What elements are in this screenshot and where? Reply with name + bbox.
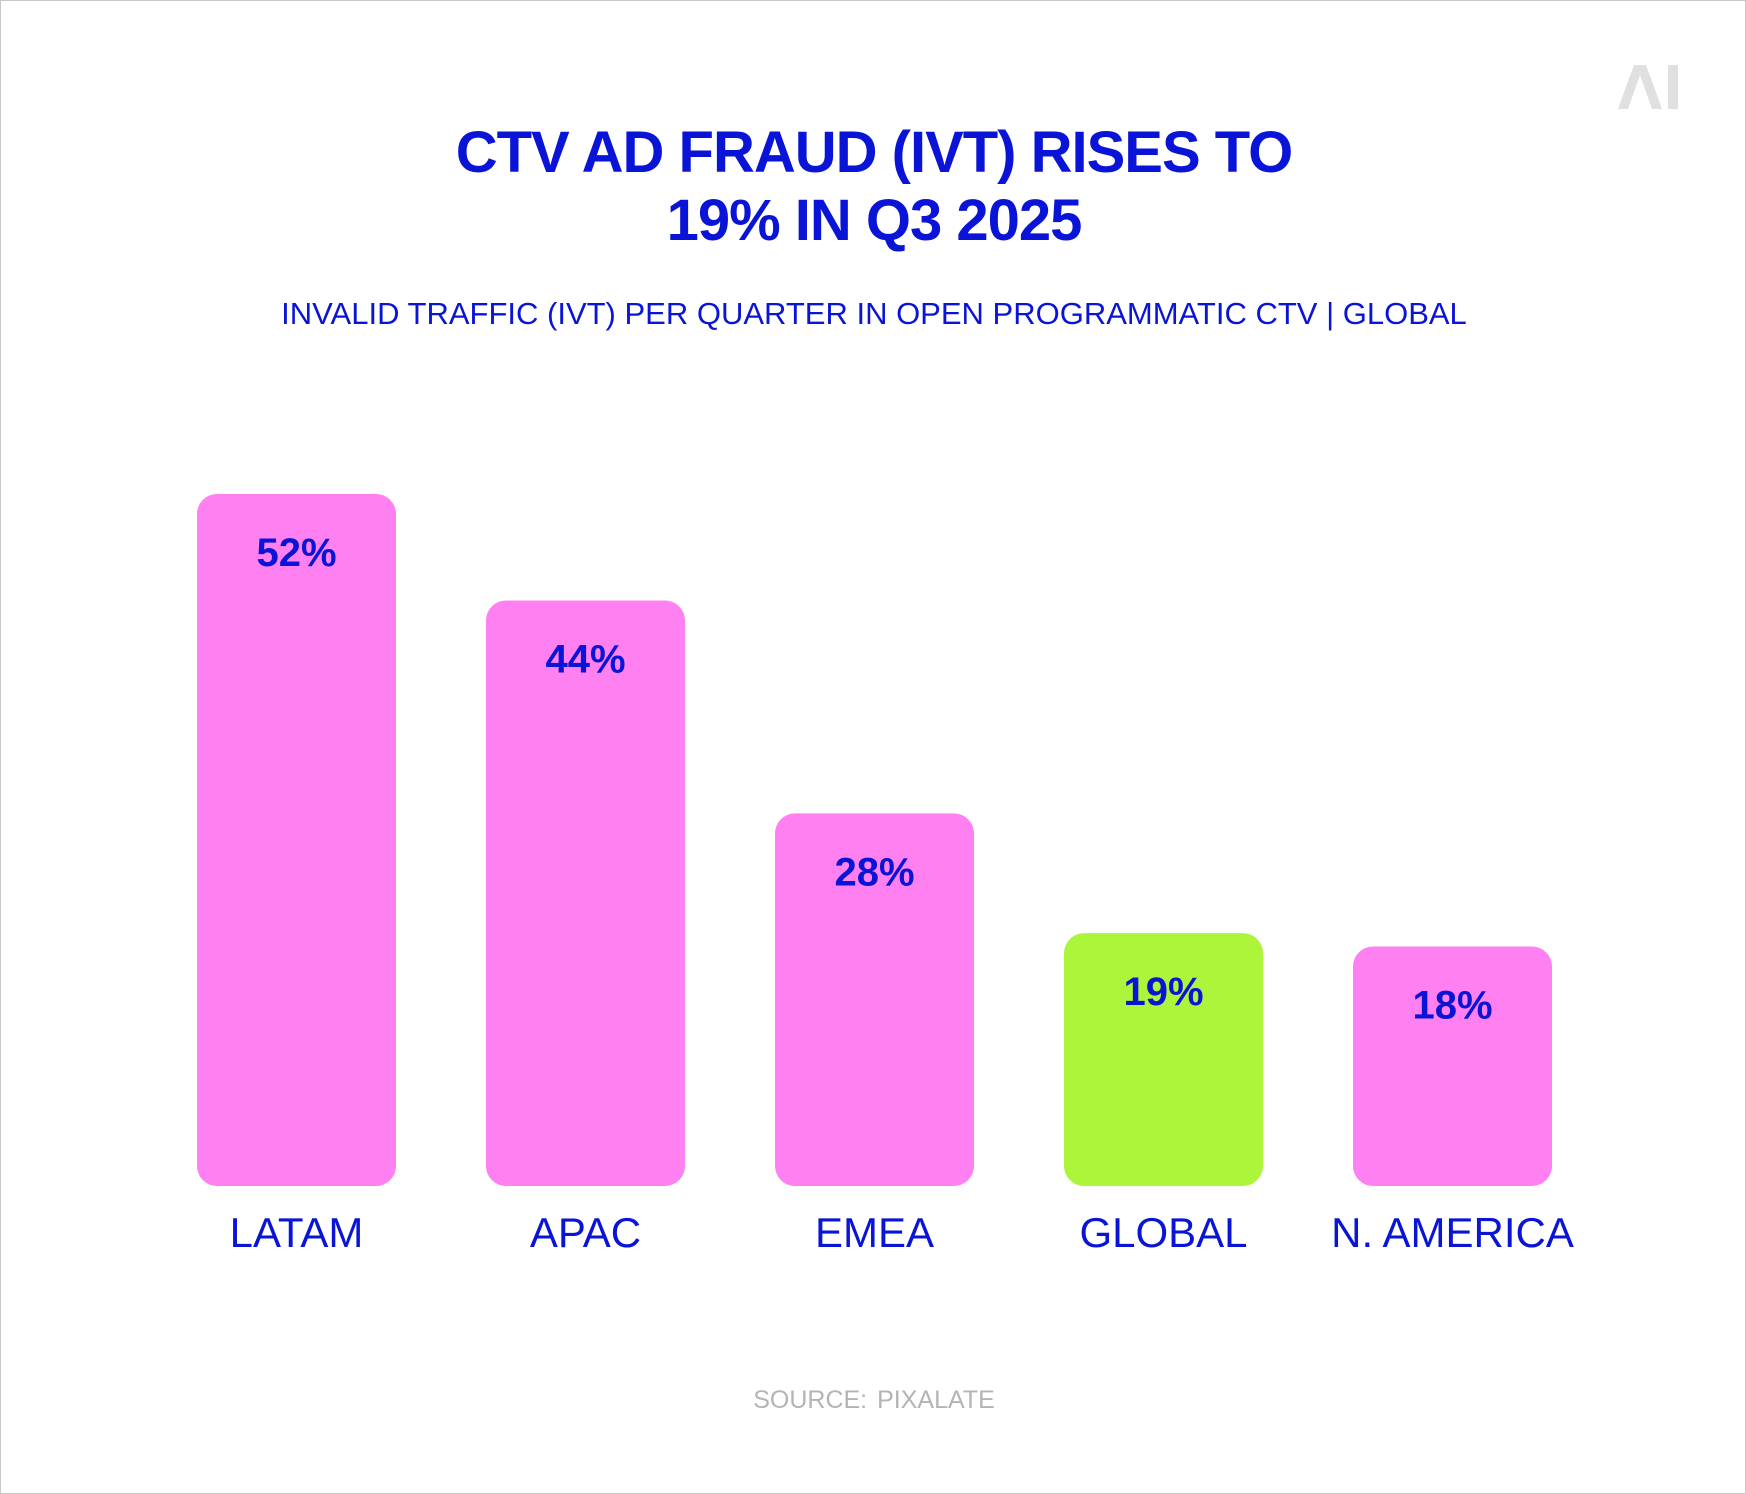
value-label-emea: 28% (834, 850, 914, 894)
chart-title: CTV AD FRAUD (IVT) RISES TO 19% IN Q3 20… (1, 119, 1746, 255)
source-name: PIXALATE (877, 1386, 995, 1414)
chart-subtitle: INVALID TRAFFIC (IVT) PER QUARTER IN OPE… (281, 296, 1467, 331)
bar-emea (775, 813, 974, 1186)
bar-apac (486, 600, 685, 1186)
title-line-1: CTV AD FRAUD (IVT) RISES TO (455, 120, 1294, 185)
category-label-apac: APAC (530, 1209, 641, 1256)
logo-letter-a (1618, 65, 1662, 109)
bar-n-america (1353, 946, 1552, 1186)
logo-letter-i (1668, 65, 1678, 109)
value-label-n-america: 18% (1412, 983, 1492, 1027)
source-label: SOURCE: (753, 1386, 868, 1414)
title-line-2: 19% IN Q3 2025 (666, 188, 1083, 253)
category-label-emea: EMEA (815, 1209, 934, 1256)
value-label-latam: 52% (256, 531, 336, 575)
bar-chart: 52% LATAM 44% APAC 28% EMEA 19% GLOBAL 18% N. AME… (197, 494, 1574, 1256)
source-note: SOURCE: PIXALATE (1, 1385, 1746, 1415)
brand-logo (1618, 65, 1678, 109)
bar-latam (197, 494, 396, 1186)
bar-global (1064, 933, 1263, 1186)
value-label-global: 19% (1123, 970, 1203, 1014)
category-label-global: GLOBAL (1079, 1209, 1247, 1256)
value-label-apac: 44% (545, 637, 625, 681)
category-label-latam: LATAM (230, 1209, 364, 1256)
category-label-n-america: N. AMERICA (1331, 1209, 1574, 1256)
